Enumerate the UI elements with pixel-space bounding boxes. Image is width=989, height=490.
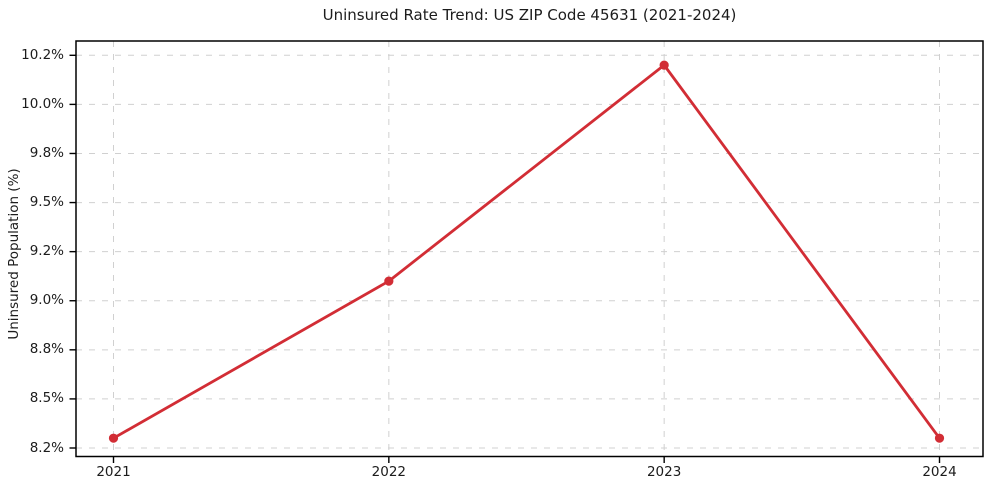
y-tick-label: 9.2%	[29, 243, 64, 260]
data-point-marker	[934, 433, 945, 443]
chart-title: Uninsured Rate Trend: US ZIP Code 45631 …	[322, 6, 737, 24]
y-tick-label: 8.5%	[29, 390, 64, 407]
x-tick-label: 2023	[646, 464, 682, 480]
x-tick-label: 2022	[371, 464, 406, 480]
data-point-marker	[384, 276, 394, 286]
data-point-marker	[108, 433, 119, 443]
y-tick-label: 8.2%	[29, 439, 64, 456]
y-tick-label: 9.5%	[29, 194, 64, 211]
trend-line	[112, 63, 941, 440]
y-tick-label: 9.8%	[29, 144, 64, 161]
x-tick-label: 2021	[96, 464, 131, 480]
y-tick-label: 10.0%	[21, 95, 64, 112]
data-point-marker	[659, 60, 669, 70]
y-tick-label: 9.0%	[29, 292, 64, 309]
y-tick-label: 10.2%	[21, 46, 64, 63]
x-tick-label: 2024	[922, 464, 957, 480]
plot-border	[75, 40, 984, 458]
y-tick-label: 8.8%	[29, 341, 64, 358]
